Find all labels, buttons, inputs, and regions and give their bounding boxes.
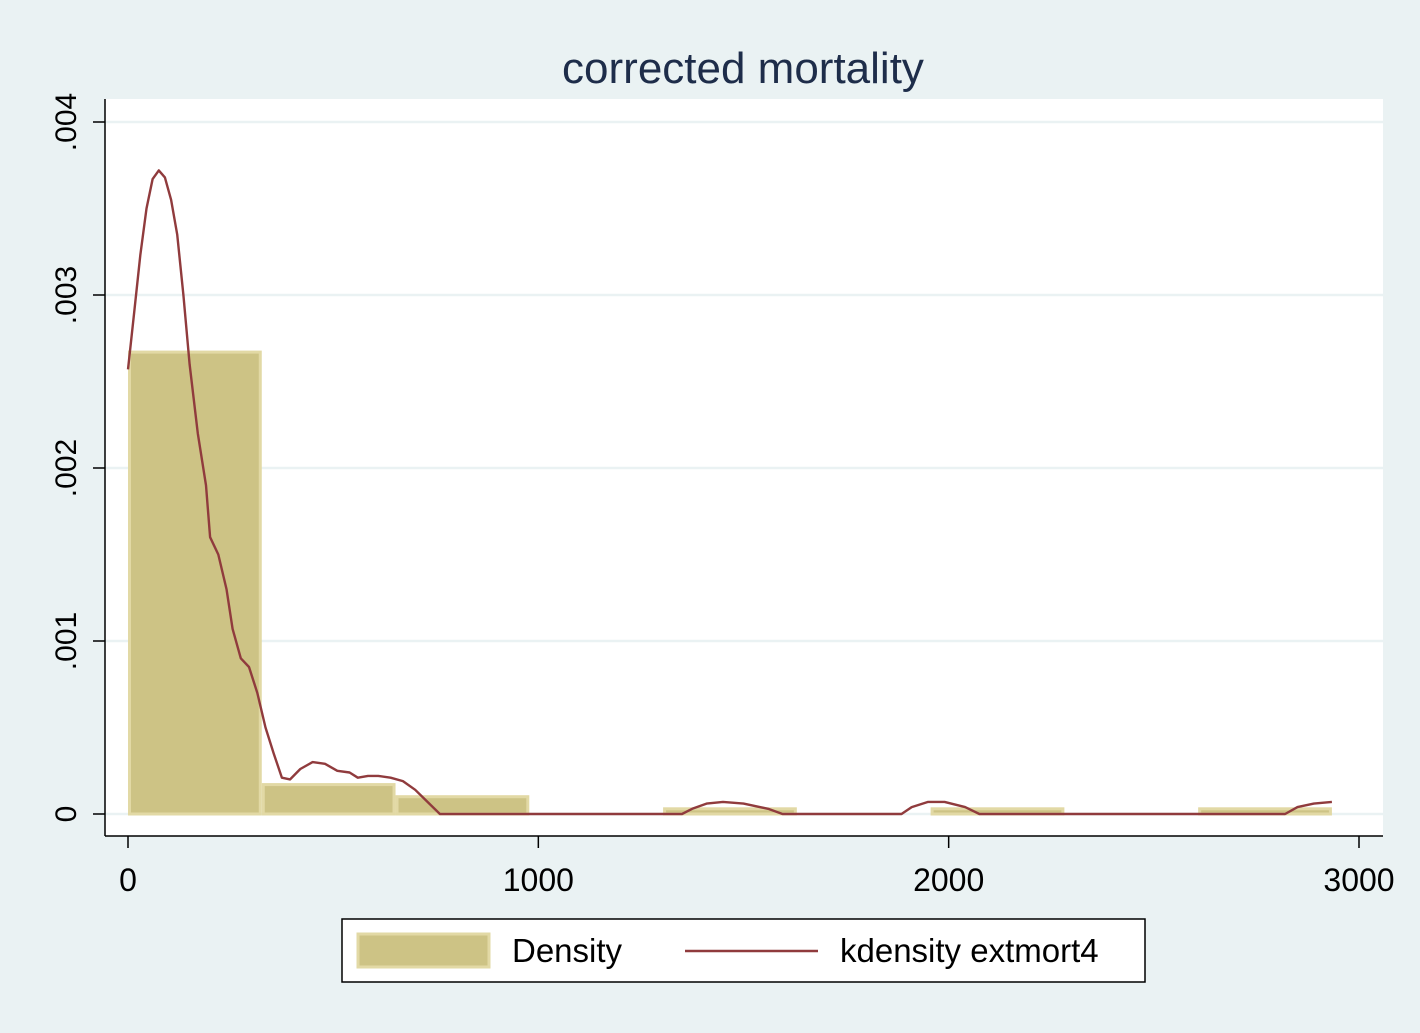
x-tick-label-2: 2000 bbox=[913, 862, 984, 898]
legend-label-kdensity: kdensity extmort4 bbox=[840, 932, 1099, 969]
chart-title: corrected mortality bbox=[562, 44, 924, 93]
histogram-bar-2 bbox=[395, 795, 530, 816]
y-tick-label-2: .002 bbox=[50, 439, 83, 497]
y-tick-label-4: .004 bbox=[50, 93, 83, 151]
y-tick-label-1: .001 bbox=[50, 612, 83, 670]
axes: 0 .001 .002 .003 .004 0 1000 2000 3000 bbox=[50, 93, 1395, 898]
legend-swatch-density bbox=[356, 932, 491, 969]
kdensity-line bbox=[126, 169, 1333, 816]
legend-label-density: Density bbox=[512, 932, 623, 969]
x-tick-label-3: 3000 bbox=[1323, 862, 1394, 898]
y-tick-label-3: .003 bbox=[50, 266, 83, 324]
legend: Density kdensity extmort4 bbox=[341, 918, 1146, 983]
y-tick-label-0: 0 bbox=[50, 806, 83, 823]
histogram-bar-1 bbox=[261, 783, 396, 816]
histogram-bar-4 bbox=[663, 807, 797, 816]
histogram-bar-0 bbox=[128, 350, 262, 816]
x-tick-label-0: 0 bbox=[119, 862, 137, 898]
x-tick-label-1: 1000 bbox=[503, 862, 574, 898]
